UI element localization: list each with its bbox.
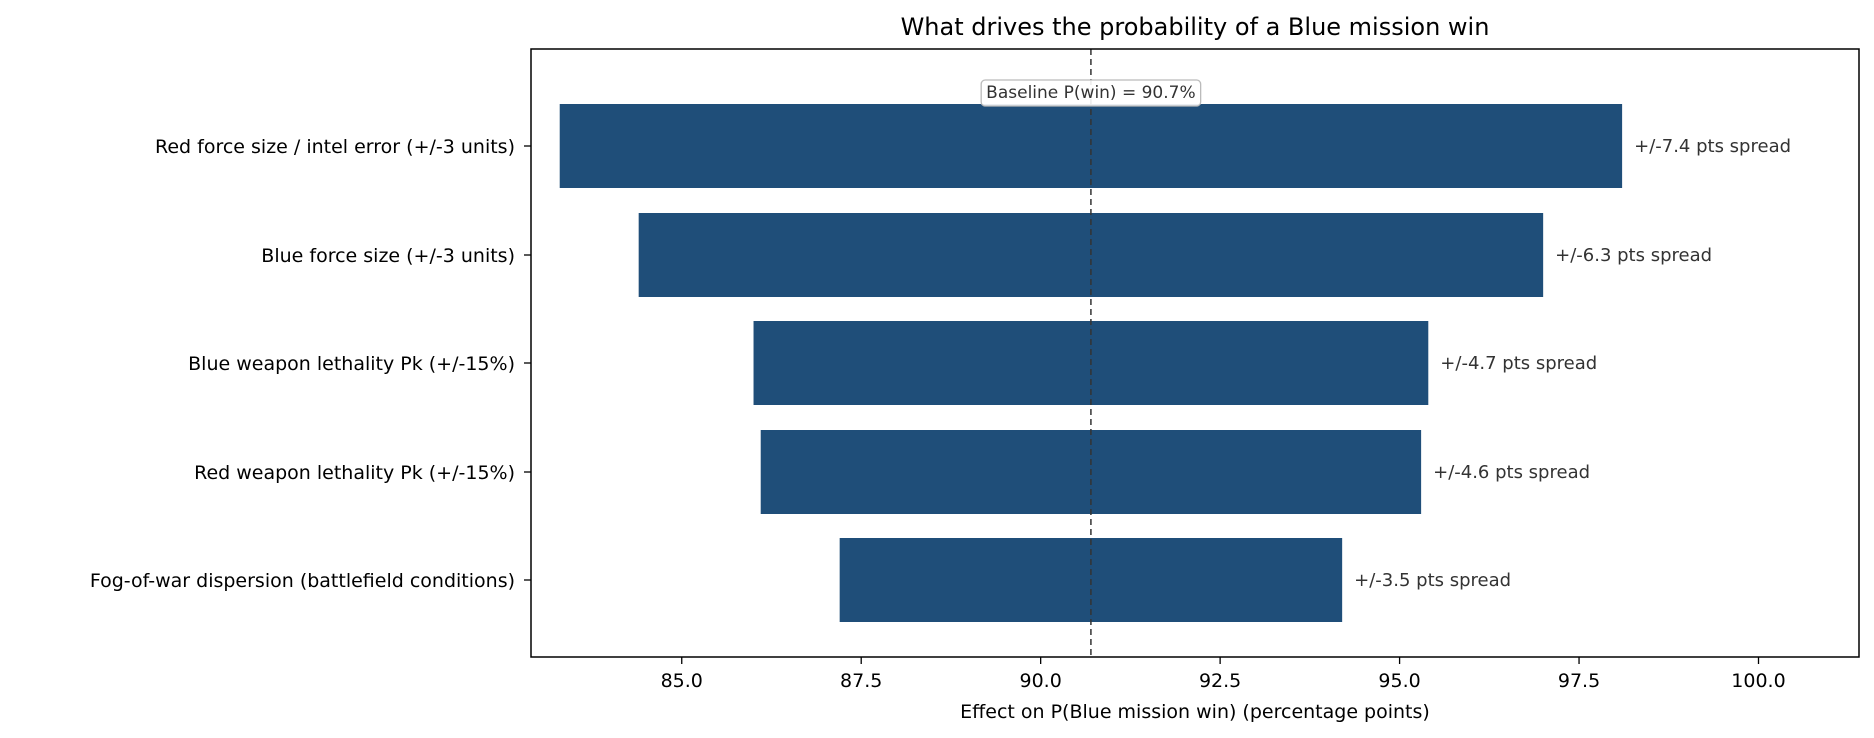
category-label: Red force size / intel error (+/-3 units… — [155, 136, 515, 158]
x-axis-label: Effect on P(Blue mission win) (percentag… — [960, 701, 1430, 723]
x-tick-label: 87.5 — [840, 670, 882, 692]
spread-label: +/-6.3 pts spread — [1555, 245, 1712, 266]
baseline-label: Baseline P(win) = 90.7% — [986, 83, 1195, 103]
x-tick-label: 92.5 — [1199, 670, 1241, 692]
labels-layer: Red force size / intel error (+/-3 units… — [90, 136, 1791, 592]
category-label: Blue force size (+/-3 units) — [261, 245, 515, 267]
baseline-layer: Baseline P(win) = 90.7% — [980, 49, 1202, 657]
category-label: Blue weapon lethality Pk (+/-15%) — [188, 353, 515, 375]
x-tick-label: 90.0 — [1020, 670, 1062, 692]
baseline-label-box — [980, 79, 1202, 107]
category-label: Fog-of-war dispersion (battlefield condi… — [90, 570, 515, 592]
bar — [559, 104, 1623, 188]
x-tick-label: 100.0 — [1731, 670, 1785, 692]
spread-label: +/-4.7 pts spread — [1440, 353, 1597, 374]
spread-label: +/-3.5 pts spread — [1354, 570, 1511, 591]
category-label: Red weapon lethality Pk (+/-15%) — [194, 462, 515, 484]
plot-frame — [530, 48, 1860, 658]
spread-label: +/-7.4 pts spread — [1634, 136, 1791, 157]
chart-title: What drives the probability of a Blue mi… — [901, 13, 1490, 41]
x-tick-label: 95.0 — [1378, 670, 1420, 692]
x-axis-ticks: 85.0 87.5 90.0 92.5 95.0 97.5 100.0 — [524, 145, 1786, 692]
x-tick-label: 85.0 — [661, 670, 703, 692]
spread-label: +/-4.6 pts spread — [1433, 462, 1590, 483]
x-tick-label: 97.5 — [1558, 670, 1600, 692]
